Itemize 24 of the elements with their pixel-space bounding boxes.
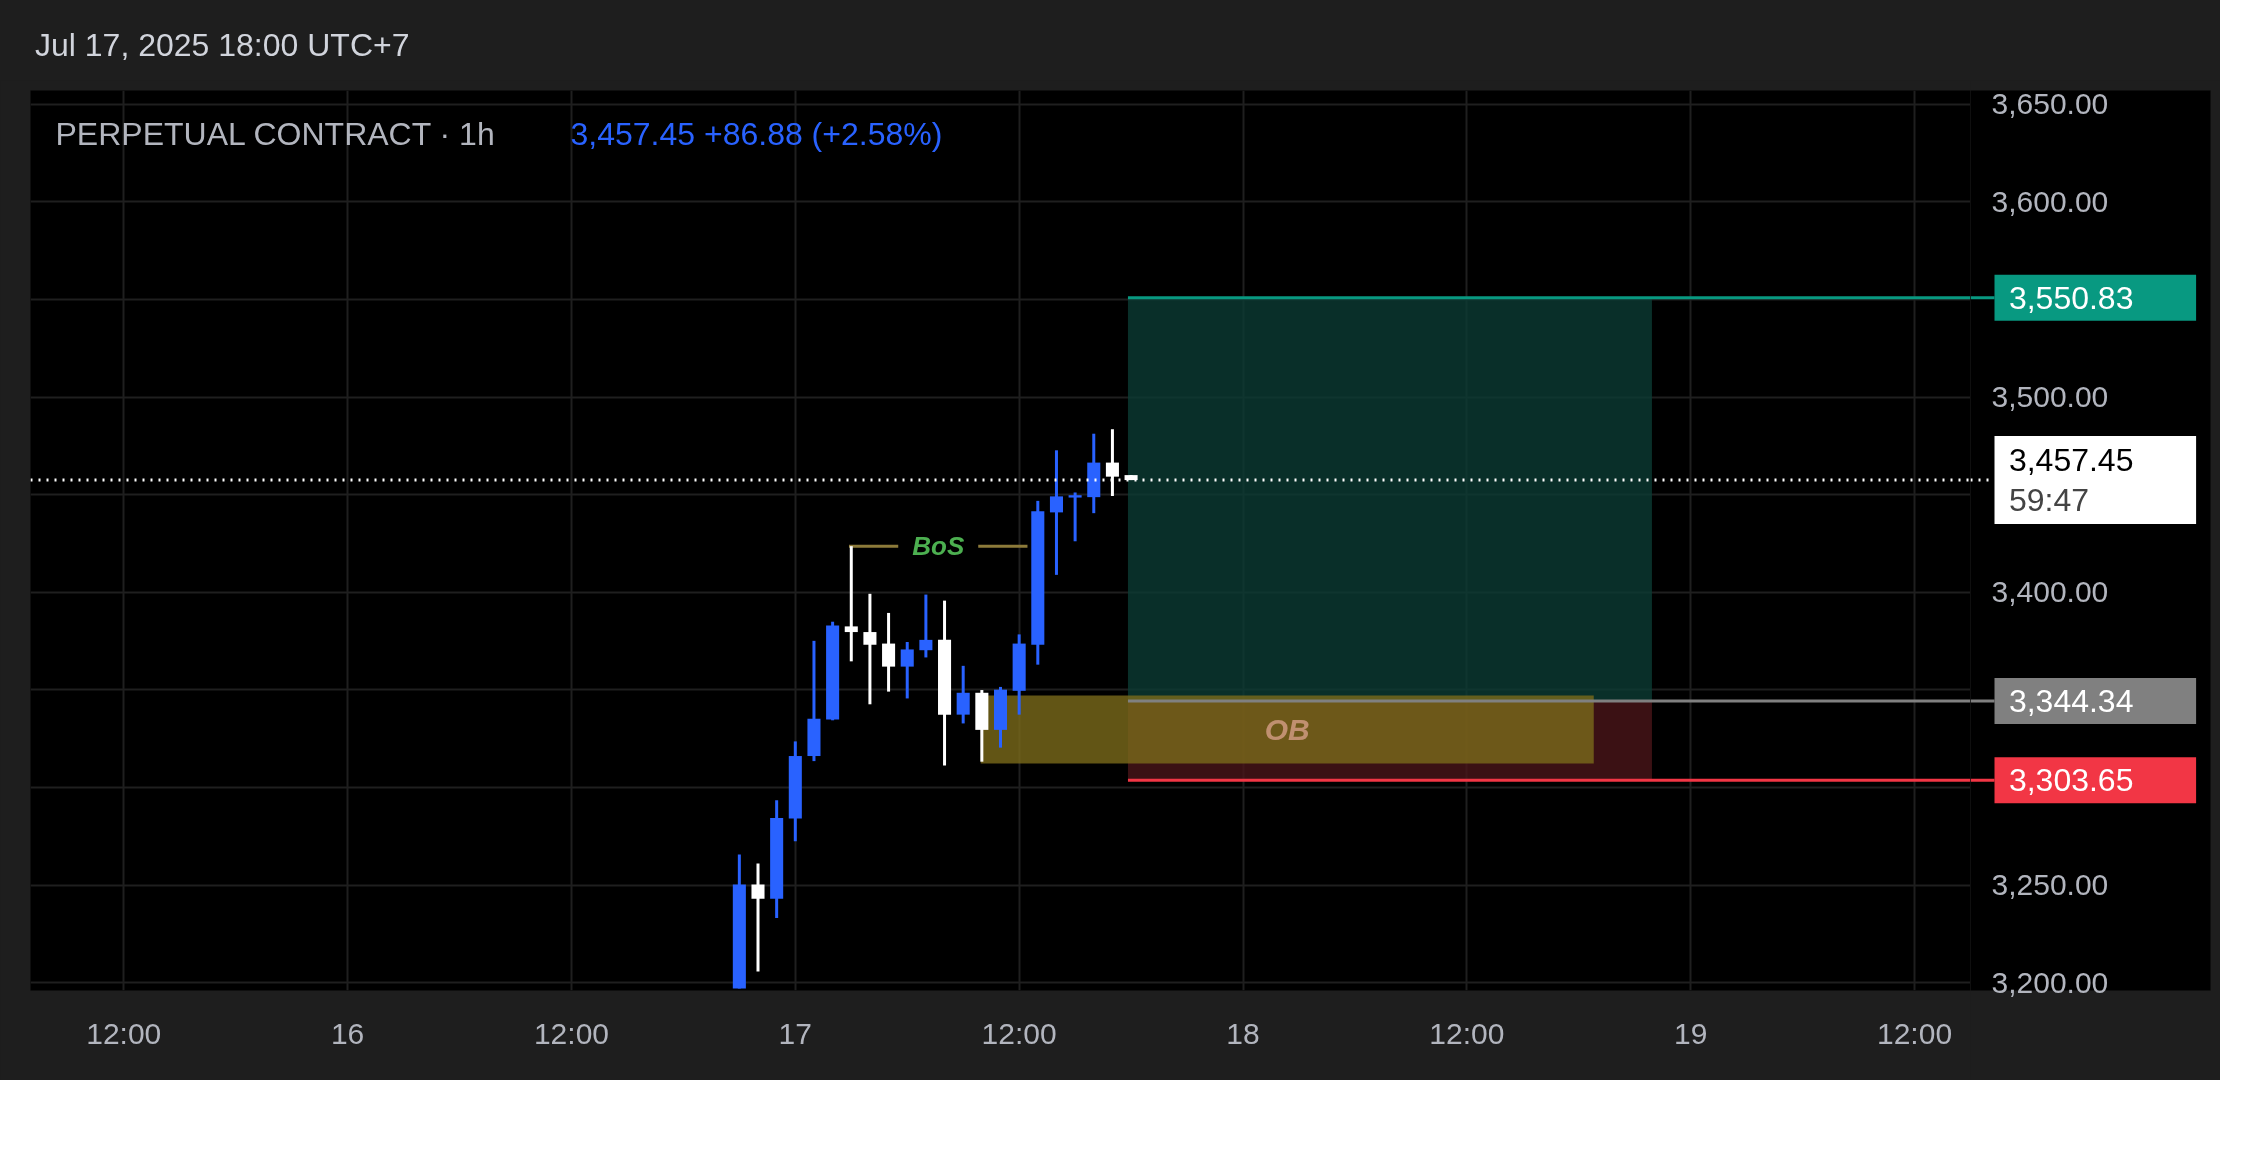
ref-line-label: 3,303.65 <box>2008 762 2134 799</box>
band-label: OB <box>1264 712 1310 746</box>
x-tick-label: 12:00 <box>86 1016 162 1050</box>
x-tick-label: 19 <box>1674 1016 1708 1050</box>
y-tick-label: 3,250.00 <box>1991 867 2109 901</box>
ref-line-label: 3,457.45 59:47 <box>2008 441 2134 518</box>
y-tick-label: 3,600.00 <box>1991 184 2109 218</box>
ref-line-label: 3,344.34 <box>2008 682 2134 719</box>
text: PERPETUAL CONTRACT · 1h <box>55 115 495 152</box>
y-tick-label: 3,650.00 <box>1991 86 2109 120</box>
y-tick-label: 3,500.00 <box>1991 379 2109 413</box>
ref-line-label: BoS <box>912 530 965 561</box>
ref-line-label: 3,550.83 <box>2008 279 2134 316</box>
text: 3,457.45 +86.88 (+2.58%) <box>570 115 943 152</box>
x-tick-label: 17 <box>778 1016 812 1050</box>
y-tick-label: 3,200.00 <box>1991 965 2109 999</box>
x-tick-label: 18 <box>1226 1016 1260 1050</box>
x-tick-label: 12:00 <box>1877 1016 1953 1050</box>
x-tick-label: 16 <box>330 1016 365 1050</box>
x-tick-label: 12:00 <box>1429 1016 1505 1050</box>
y-tick-label: 3,400.00 <box>1991 574 2109 608</box>
x-tick-label: 12:00 <box>981 1016 1057 1050</box>
x-tick-label: 12:00 <box>533 1016 609 1050</box>
text: Jul 17, 2025 18:00 UTC+7 <box>35 26 410 65</box>
